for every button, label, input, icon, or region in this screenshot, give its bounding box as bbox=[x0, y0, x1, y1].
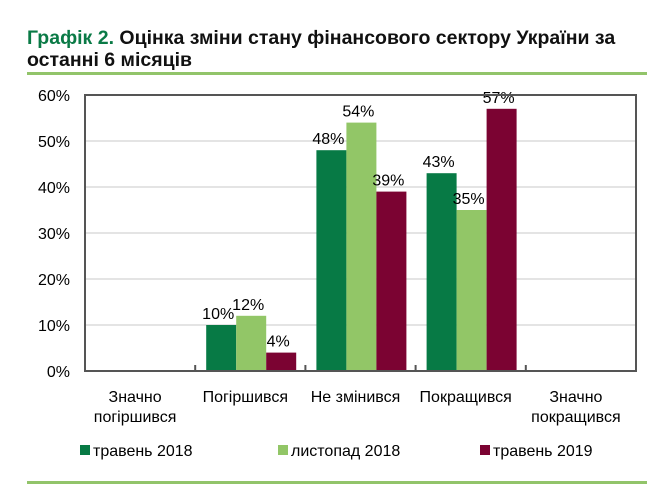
legend-label: травень 2018 bbox=[93, 443, 193, 460]
data-label: 48% bbox=[312, 131, 344, 148]
bar bbox=[456, 210, 487, 371]
y-tick-label: 0% bbox=[47, 364, 70, 381]
data-label: 54% bbox=[342, 104, 374, 121]
legend-swatch bbox=[480, 445, 490, 455]
legend-swatch bbox=[80, 445, 90, 455]
bar bbox=[346, 122, 377, 371]
y-tick-label: 30% bbox=[38, 226, 70, 243]
plot-frame bbox=[84, 94, 637, 372]
chart-title-text: Оцінка зміни стану фінансового сектору У… bbox=[27, 27, 616, 71]
legend-label: травень 2019 bbox=[493, 443, 593, 460]
data-label: 39% bbox=[372, 173, 404, 190]
legend-swatch bbox=[278, 445, 288, 455]
x-tick-label: погіршився bbox=[94, 409, 177, 426]
legend-label: листопад 2018 bbox=[291, 443, 400, 460]
bar bbox=[316, 150, 347, 371]
bar bbox=[376, 191, 407, 371]
y-tick-label: 40% bbox=[38, 180, 70, 197]
bar bbox=[206, 325, 237, 371]
bar bbox=[266, 352, 297, 371]
data-label: 43% bbox=[423, 154, 455, 171]
y-tick-label: 10% bbox=[38, 318, 70, 335]
data-label: 10% bbox=[202, 306, 234, 323]
y-tick-label: 50% bbox=[38, 134, 70, 151]
chart-number: Графік 2. bbox=[27, 27, 114, 49]
x-tick-label: Не змінився bbox=[311, 389, 401, 406]
top-rule bbox=[27, 72, 647, 75]
data-label: 4% bbox=[267, 334, 290, 351]
data-label: 12% bbox=[232, 297, 264, 314]
x-tick-label: Значно bbox=[549, 389, 602, 406]
bar bbox=[426, 173, 457, 371]
bar bbox=[236, 315, 267, 371]
data-label: 35% bbox=[453, 191, 485, 208]
data-label: 57% bbox=[483, 90, 515, 107]
x-tick-label: Покращився bbox=[420, 389, 512, 406]
bottom-rule bbox=[27, 481, 647, 484]
y-tick-label: 20% bbox=[38, 272, 70, 289]
x-tick-label: Погіршився bbox=[203, 389, 288, 406]
x-tick-label: Значно bbox=[109, 389, 162, 406]
y-tick-label: 60% bbox=[38, 88, 70, 105]
bar bbox=[486, 108, 517, 372]
x-tick-label: покращився bbox=[531, 409, 620, 426]
chart-title: Графік 2. Оцінка зміни стану фінансового… bbox=[27, 27, 647, 71]
